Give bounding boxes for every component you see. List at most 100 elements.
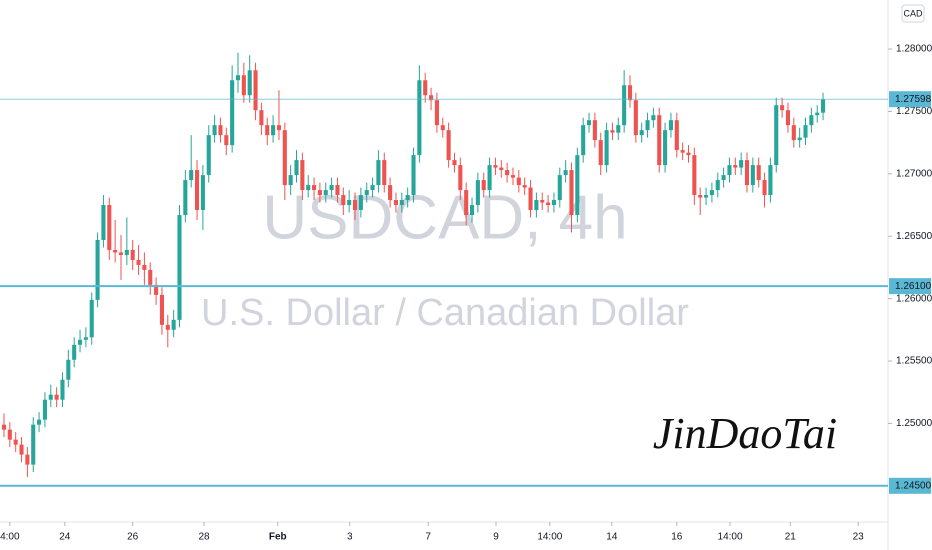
y-tick-label: 1.28000 [896,44,932,55]
candle-body [540,200,545,203]
candle-body [77,339,83,345]
candle-body [616,125,621,133]
candle-body [446,130,451,161]
candle-body [703,195,709,198]
candle-body [317,190,322,196]
candle-body [493,165,498,168]
candle-body [522,185,527,188]
candle-body [756,165,761,181]
candle-body [60,379,65,400]
candle-body [130,249,135,260]
candle-body [171,319,176,330]
candle-body [294,160,299,176]
currency-label[interactable]: CAD [903,8,923,18]
candle-body [604,130,609,166]
candle-body [651,115,656,121]
candle-body [440,125,445,131]
x-tick-label: 23 [853,532,865,543]
candle-body [194,170,200,211]
candle-body [534,200,539,211]
candle-body [323,190,328,196]
candle-body [709,190,714,196]
candle-body [1,424,7,430]
candle-body [774,105,779,166]
candle-body [288,175,293,186]
candle-body [411,155,416,196]
currency-box[interactable] [901,4,925,23]
y-tick-label: 1.26500 [896,231,932,242]
candle-body [300,160,305,191]
candle-body [241,75,246,96]
candle-body [481,180,486,191]
last-price-label: 1.27598 [895,94,932,105]
candle-body [780,105,785,111]
candle-body [154,284,159,295]
candle-body [469,205,475,216]
candle-body [352,200,358,211]
candle-body [487,165,492,191]
level-label: 1.26100 [895,281,932,292]
candle-body [42,399,47,420]
candle-body [797,137,802,141]
candle-body [639,130,644,136]
x-tick-label: 21 [785,532,797,543]
description-watermark: U.S. Dollar / Canadian Dollar [201,292,689,334]
candle-body [627,85,633,101]
x-tick-label: 16 [671,532,683,543]
candle-body [247,70,252,96]
candle-body [364,190,369,196]
candle-body [276,125,282,131]
x-tick-label: 28 [199,532,211,543]
candle-body [165,324,170,330]
candle-body [376,160,381,186]
candle-body [107,205,112,250]
candle-body [265,125,270,136]
x-tick-label: 14 [606,532,618,543]
candle-body [733,165,738,168]
candle-body [399,200,404,206]
candle-body [475,180,480,206]
candle-body [7,429,12,440]
candle-body [692,155,697,196]
candle-body [464,190,469,216]
candle-body [575,155,580,216]
candle-body [37,419,42,425]
candle-body [563,170,568,176]
candle-body [557,175,562,201]
candle-body [212,125,217,136]
candle-body [668,120,673,131]
candle-body [762,180,767,196]
candle-body [598,140,603,166]
candle-body [206,135,211,176]
candle-body [83,337,88,340]
x-tick-label: 24 [59,532,71,543]
x-tick-label: 26 [127,532,139,543]
candle-body [341,195,346,206]
candle-body [417,80,422,156]
candle-body [581,125,586,156]
candle-body [200,175,205,211]
candle-body [551,200,556,206]
candle-body [218,125,223,136]
signature: JinDaoTai [653,409,837,458]
candle-body [809,115,814,126]
candle-body [586,120,592,126]
candle-body [312,185,317,191]
candle-body [610,130,615,133]
candle-body [663,130,668,166]
candle-body [335,185,340,196]
x-tick-label: 4:00 [0,532,20,543]
candle-body [124,249,129,255]
candle-body [101,205,106,240]
candle-body [429,95,434,101]
candle-body [423,80,428,96]
x-tick-label: 7 [425,532,431,543]
level-badge [889,278,931,295]
candle-body [674,120,679,151]
candle-body [768,165,773,196]
candle-body [680,150,685,153]
candle-body [271,125,276,136]
y-tick-label: 1.27500 [896,106,932,117]
candle-body [358,195,363,211]
